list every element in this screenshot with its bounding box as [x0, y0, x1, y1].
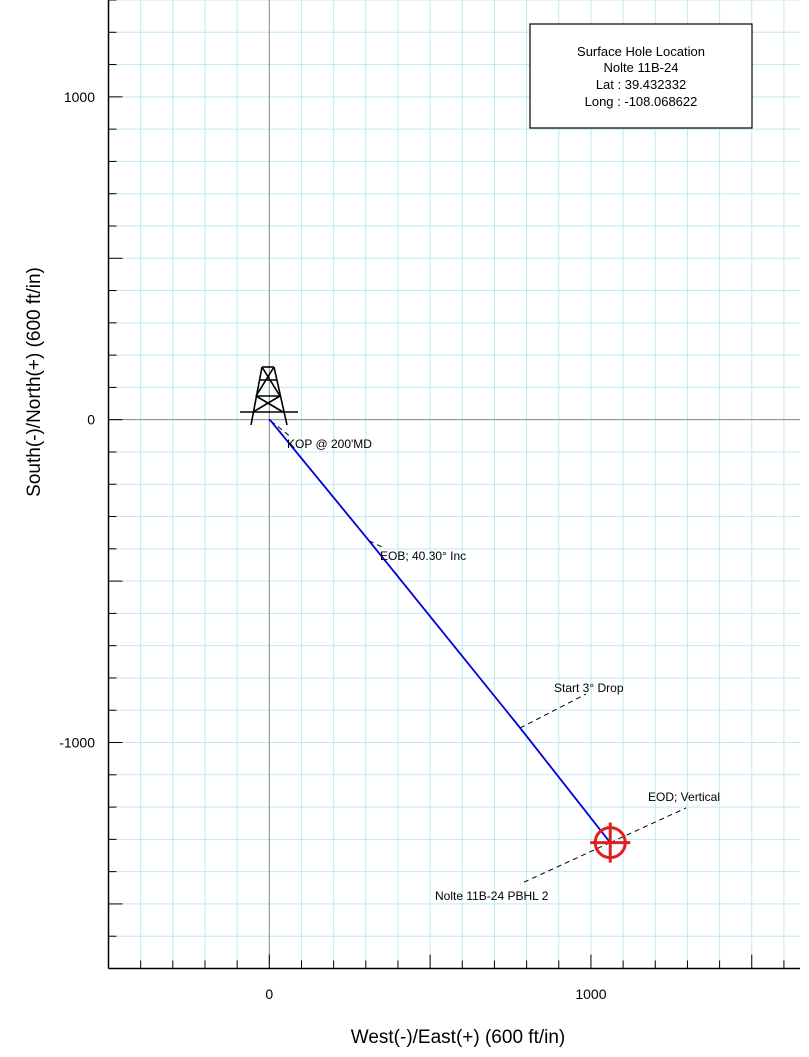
reference-lines — [108, 0, 800, 969]
wellpath-point — [519, 727, 521, 729]
target-marker — [590, 822, 631, 863]
annotation-eod: EOD; Vertical — [648, 790, 720, 804]
y-tick-label: 1000 — [64, 89, 95, 105]
wellpath-series — [268, 418, 612, 844]
annotation-labels: KOP @ 200'MD EOB; 40.30° Inc Start 3° Dr… — [287, 437, 720, 903]
wellpath-point — [268, 418, 271, 421]
surface-location-long: Long : -108.068622 — [585, 94, 698, 109]
drilling-rig-icon — [240, 366, 298, 426]
wellpath-point — [270, 420, 272, 422]
x-tick-label: 0 — [265, 986, 273, 1002]
y-tick-label: -1000 — [59, 735, 95, 751]
annotation-target: Nolte 11B-24 PBHL 2 — [435, 889, 549, 903]
annotation-leader — [610, 807, 687, 844]
y-axis-title: South(-)/North(+) (600 ft/in) — [24, 267, 45, 497]
tick-labels: 0 1000 1000 0 -1000 — [59, 89, 607, 1002]
annotation-leader — [519, 842, 611, 885]
annotation-start-drop: Start 3° Drop — [554, 681, 624, 695]
surface-location-lat: Lat : 39.432332 — [596, 77, 686, 92]
annotation-leader — [270, 420, 293, 439]
surface-location-title: Surface Hole Location — [577, 44, 705, 59]
surface-location-well: Nolte 11B-24 — [604, 60, 679, 75]
annotation-eob: EOB; 40.30° Inc — [380, 549, 466, 563]
grid — [108, 0, 800, 969]
annotation-leader — [368, 540, 385, 549]
surface-location-box: Surface Hole Location Nolte 11B-24 Lat :… — [529, 23, 753, 129]
annotation-leader — [519, 693, 587, 729]
x-axis-title: West(-)/East(+) (600 ft/in) — [351, 1027, 566, 1048]
y-tick-label: 0 — [87, 412, 95, 428]
x-tick-label: 1000 — [575, 986, 606, 1002]
wellpath-point — [368, 539, 370, 542]
annotation-kop: KOP @ 200'MD — [287, 437, 372, 451]
